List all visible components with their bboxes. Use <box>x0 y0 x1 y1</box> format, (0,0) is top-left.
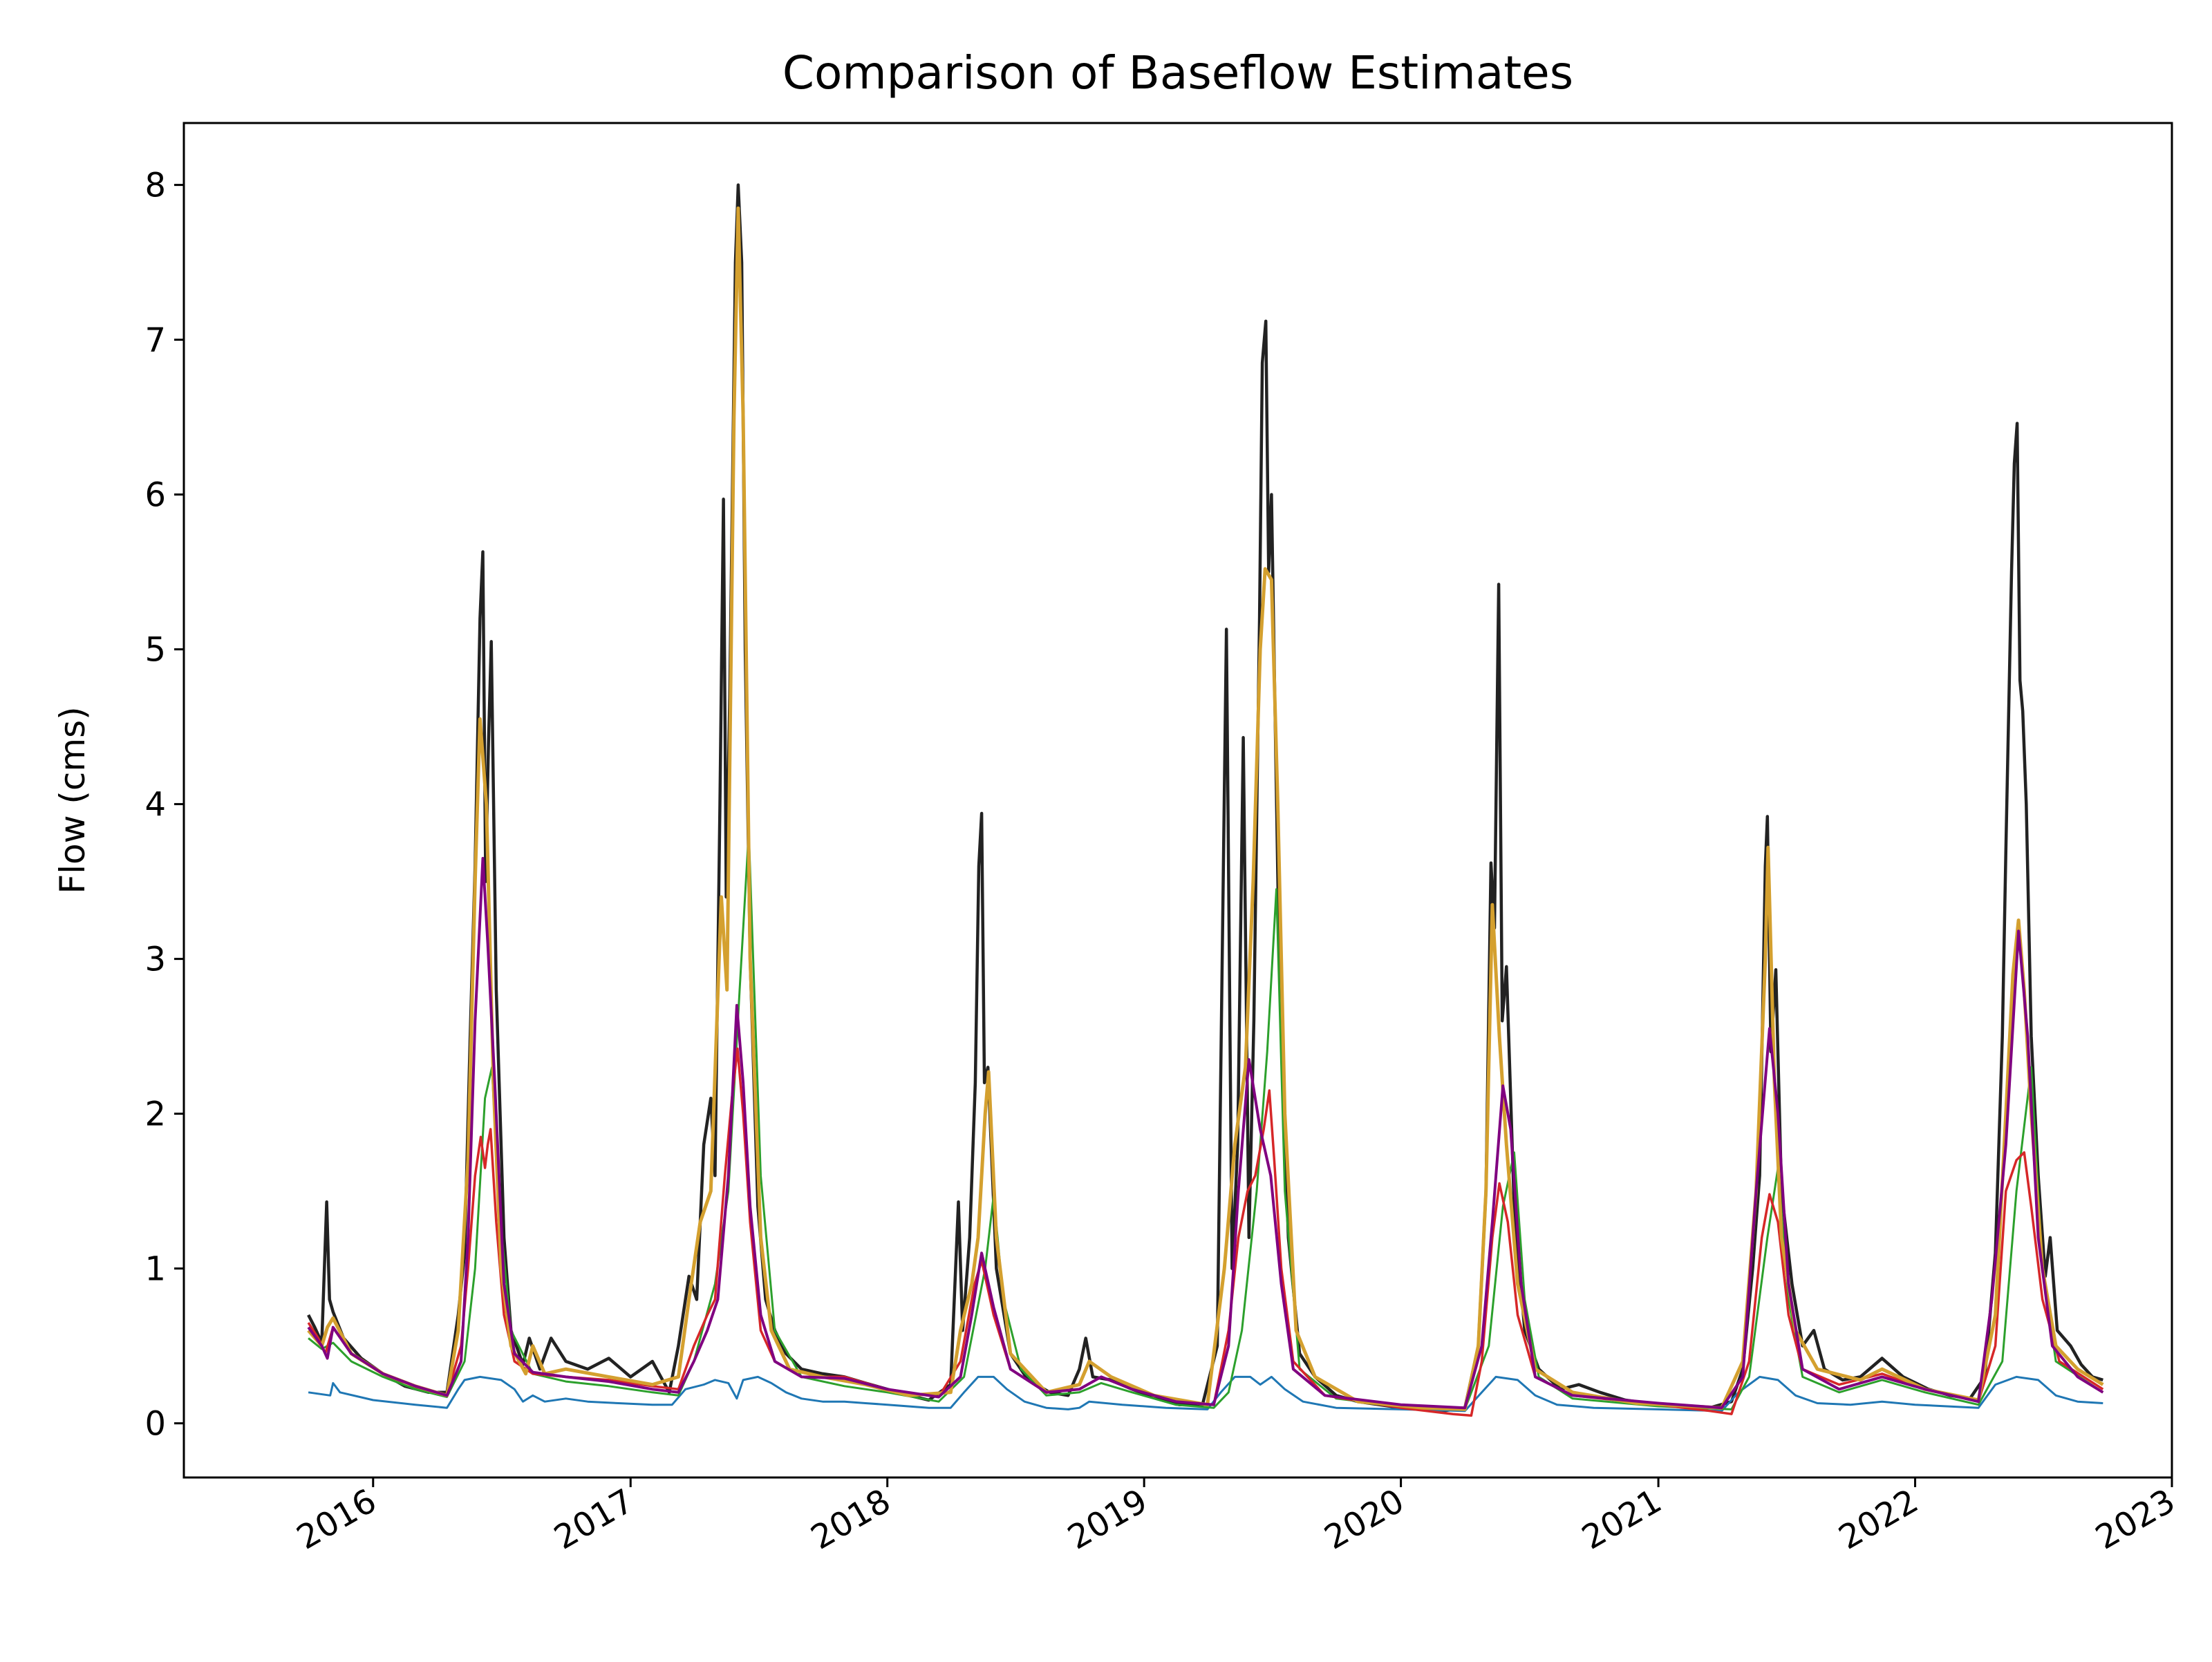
y-axis: 0 1 2 3 4 5 6 7 8 <box>144 167 184 1444</box>
chart-title: Comparison of Baseflow Estimates <box>782 46 1573 100</box>
baseflow-series-5-line <box>307 857 2104 1410</box>
y-tick-label: 4 <box>144 786 166 824</box>
y-tick-label: 6 <box>144 476 166 515</box>
baseflow-series-4-line <box>307 206 2104 1411</box>
y-tick-label: 7 <box>144 321 166 360</box>
y-tick-label: 2 <box>144 1095 166 1134</box>
y-tick-label: 8 <box>144 167 166 205</box>
baseflow-series-1-line <box>308 1375 2103 1413</box>
series-layer <box>307 183 2104 1417</box>
y-tick-label: 3 <box>144 941 166 979</box>
y-tick-label: 5 <box>144 631 166 670</box>
plot-area-frame <box>182 122 2173 1479</box>
y-tick-label: 1 <box>144 1250 166 1289</box>
y-tick-label: 0 <box>144 1405 166 1444</box>
observed-flow-line <box>307 183 2103 1413</box>
y-axis-label: Flow (cms) <box>53 706 93 894</box>
